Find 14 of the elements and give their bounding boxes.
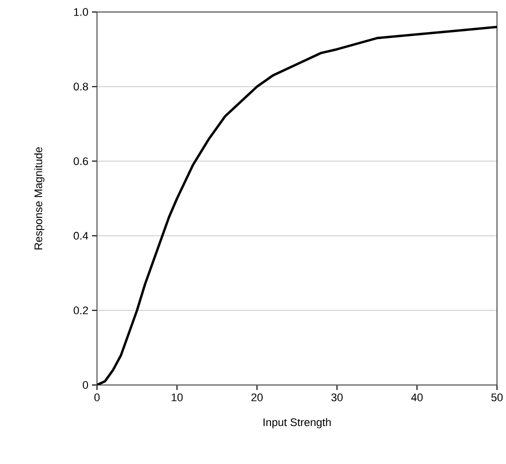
- y-tick-label: 0.6: [74, 157, 88, 166]
- y-tick-label: 1.0: [74, 8, 88, 16]
- x-tick-label: 20: [251, 394, 263, 402]
- y-tick-label: 0: [82, 381, 88, 389]
- y-tick-label: 0.2: [74, 306, 88, 314]
- x-tick-label: 50: [491, 394, 503, 402]
- x-tick-label: 30: [331, 394, 343, 402]
- x-tick-label: 40: [411, 394, 423, 402]
- y-tick-label: 0.8: [74, 82, 88, 90]
- y-axis-title: Response Magnitude: [34, 147, 44, 250]
- x-tick-label: 10: [172, 394, 183, 402]
- y-tick-label: 0.4: [74, 232, 88, 240]
- x-axis-title: Input Strength: [264, 418, 331, 428]
- x-tick-label: 0: [94, 394, 100, 402]
